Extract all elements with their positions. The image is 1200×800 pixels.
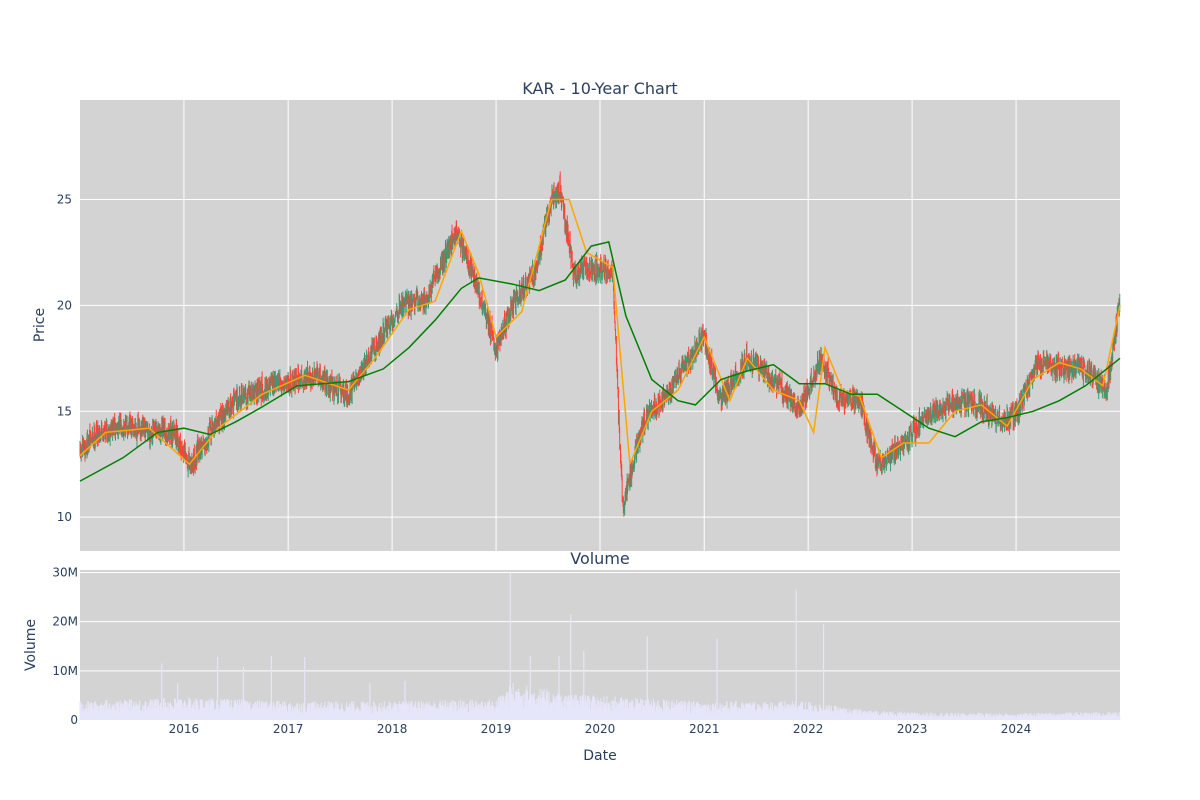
price-vertical-gridlines <box>183 100 1017 551</box>
price-y-tick-label: 10 <box>57 510 72 524</box>
price-y-tick-label: 20 <box>57 298 72 312</box>
price-y-tick-label: 25 <box>57 193 72 207</box>
price-y-axis-label: Price <box>32 308 48 342</box>
volume-bars <box>79 572 1121 720</box>
moving-average-short-line <box>79 198 1121 466</box>
price-y-tick-labels: 10 15 20 25 <box>57 193 72 525</box>
price-chart-title: KAR - 10-Year Chart <box>522 79 677 98</box>
price-y-tick-label: 15 <box>57 404 72 418</box>
moving-average-long-line <box>79 240 1121 482</box>
volume-plot-background <box>80 570 1120 720</box>
